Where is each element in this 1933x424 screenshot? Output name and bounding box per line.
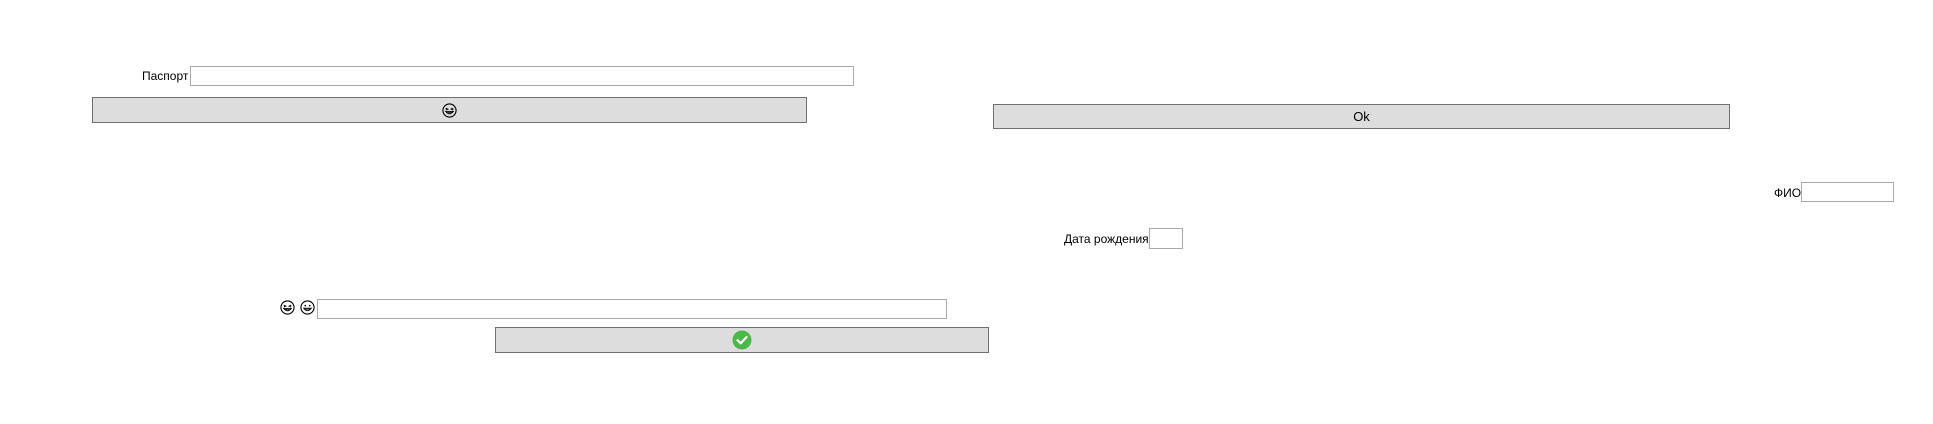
fio-label: ФИО: [1774, 186, 1802, 200]
check-circle-icon: [732, 330, 752, 350]
emoji-text-input[interactable]: [317, 299, 947, 319]
emoji-button[interactable]: [92, 97, 807, 123]
confirm-button[interactable]: [495, 327, 989, 353]
ok-button[interactable]: Ok: [993, 104, 1730, 129]
grinning-squint-face-icon: [280, 300, 295, 315]
passport-input[interactable]: [190, 66, 854, 86]
ok-button-label: Ok: [1353, 109, 1370, 124]
birth-date-input[interactable]: [1149, 228, 1183, 249]
passport-label: Паспорт: [142, 69, 189, 83]
birth-date-label: Дата рождения: [1064, 232, 1149, 246]
grinning-squint-face-icon: [442, 102, 457, 118]
fio-input[interactable]: [1801, 182, 1894, 202]
grinning-face-icon: [300, 300, 315, 315]
